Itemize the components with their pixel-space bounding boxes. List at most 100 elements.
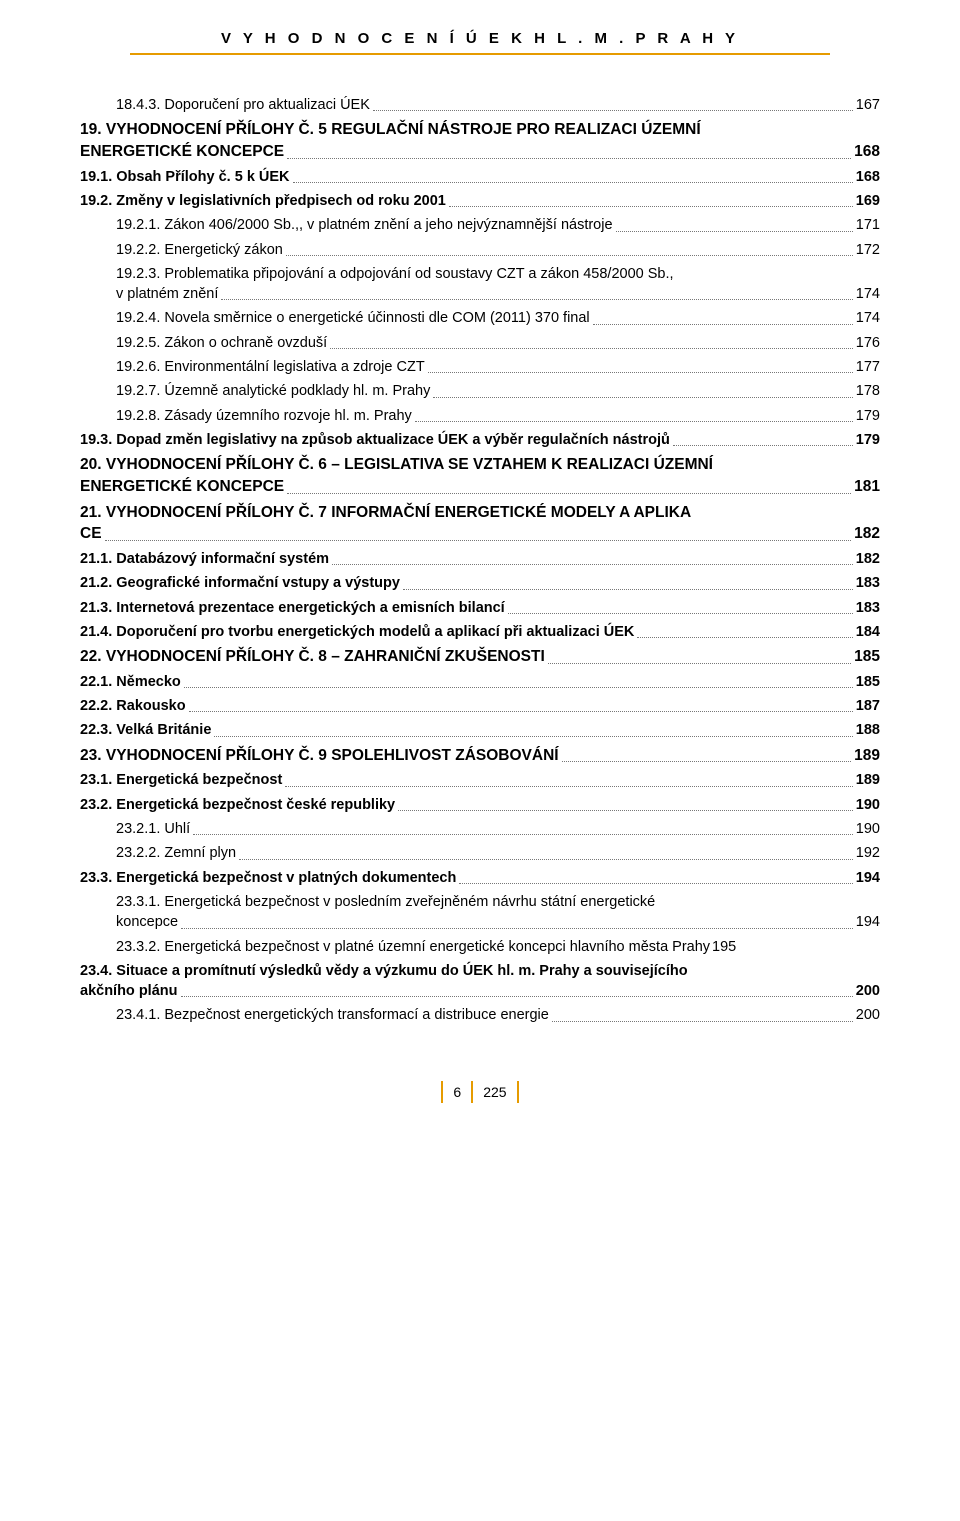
toc-entry-label: 21. VYHODNOCENÍ PŘÍLOHY Č. 7 INFORMAČNÍ … xyxy=(80,502,880,524)
toc-entry: 23.4. Situace a promítnutí výsledků vědy… xyxy=(80,961,880,1002)
toc-entry-page: 178 xyxy=(856,381,880,401)
leader-dots xyxy=(673,445,853,446)
toc-entry-page: 177 xyxy=(856,357,880,377)
toc-entry-page: 174 xyxy=(856,308,880,328)
toc-entry-page: 179 xyxy=(856,406,880,426)
toc-entry: 21.2. Geografické informační vstupy a vý… xyxy=(80,573,880,593)
toc-entry-label: 19.2.3. Problematika připojování a odpoj… xyxy=(116,264,880,284)
footer-page-box: 6 225 xyxy=(441,1081,518,1103)
page-footer: 6 225 xyxy=(80,1081,880,1103)
leader-dots xyxy=(637,637,852,638)
toc-entry: 19.2.5. Zákon o ochraně ovzduší 176 xyxy=(116,333,880,353)
toc-entry-label: 21.1. Databázový informační systém xyxy=(80,549,329,569)
toc-entry-page: 185 xyxy=(854,646,880,668)
toc-entry-page: 195 xyxy=(712,937,736,957)
toc-entry-page: 190 xyxy=(856,795,880,815)
leader-dots xyxy=(332,564,853,565)
toc-entry-page: 189 xyxy=(854,745,880,767)
document-page: V Y H O D N O C E N Í Ú E K H L . M . P … xyxy=(0,0,960,1123)
toc-entry-page: 171 xyxy=(856,215,880,235)
toc-entry-label: 19.2.2. Energetický zákon xyxy=(116,240,283,260)
toc-entry: 21.3. Internetová prezentace energetický… xyxy=(80,598,880,618)
leader-dots xyxy=(193,834,853,835)
toc-entry-label: 23.3.2. Energetická bezpečnost v platné … xyxy=(116,937,710,957)
toc-entry-label: 19.3. Dopad změn legislativy na způsob a… xyxy=(80,430,670,450)
footer-page-total: 225 xyxy=(473,1081,516,1103)
toc-entry-page: 174 xyxy=(856,284,880,304)
toc-entry-label: 21.4. Doporučení pro tvorbu energetickýc… xyxy=(80,622,634,642)
leader-dots xyxy=(373,110,853,111)
toc-entry-label: 21.3. Internetová prezentace energetický… xyxy=(80,598,505,618)
toc-entry-label: 23.1. Energetická bezpečnost xyxy=(80,770,282,790)
toc-entry: 23. VYHODNOCENÍ PŘÍLOHY Č. 9 SPOLEHLIVOS… xyxy=(80,745,880,767)
toc-entry-label: 19.1. Obsah Přílohy č. 5 k ÚEK xyxy=(80,167,290,187)
toc-entry-page: 183 xyxy=(856,598,880,618)
toc-entry-label-cont: ENERGETICKÉ KONCEPCE xyxy=(80,141,284,163)
toc-entry-page: 192 xyxy=(856,843,880,863)
toc-entry: 19.1. Obsah Přílohy č. 5 k ÚEK 168 xyxy=(80,167,880,187)
toc-entry: 19.2.8. Zásady územního rozvoje hl. m. P… xyxy=(116,406,880,426)
toc-entry-label-cont: akčního plánu xyxy=(80,981,178,1001)
leader-dots xyxy=(221,299,852,300)
toc-entry-page: 184 xyxy=(856,622,880,642)
leader-dots xyxy=(428,372,853,373)
toc-entry-label: 19.2.8. Zásady územního rozvoje hl. m. P… xyxy=(116,406,412,426)
toc-entry: 23.2.2. Zemní plyn 192 xyxy=(116,843,880,863)
leader-dots xyxy=(562,761,852,762)
toc-entry: 23.2. Energetická bezpečnost české repub… xyxy=(80,795,880,815)
toc-entry-page: 181 xyxy=(854,476,880,498)
toc-entry-page: 194 xyxy=(856,868,880,888)
toc-entry-page: 169 xyxy=(856,191,880,211)
toc-entry-label: 19.2.6. Environmentální legislativa a zd… xyxy=(116,357,425,377)
toc-entry-page: 168 xyxy=(854,141,880,163)
table-of-contents: 18.4.3. Doporučení pro aktualizaci ÚEK 16… xyxy=(80,95,880,1026)
toc-entry-label: 19.2.7. Územně analytické podklady hl. m… xyxy=(116,381,430,401)
leader-dots xyxy=(293,182,853,183)
leader-dots xyxy=(181,996,853,997)
toc-entry-label: 23.4.1. Bezpečnost energetických transfo… xyxy=(116,1005,549,1025)
toc-entry-label: 18.4.3. Doporučení pro aktualizaci ÚEK xyxy=(116,95,370,115)
leader-dots xyxy=(449,206,853,207)
toc-entry: 20. VYHODNOCENÍ PŘÍLOHY Č. 6 – LEGISLATI… xyxy=(80,454,880,497)
toc-entry: 19.2.3. Problematika připojování a odpoj… xyxy=(116,264,880,305)
toc-entry-label-cont: koncepce xyxy=(116,912,178,932)
toc-entry-label-cont: ENERGETICKÉ KONCEPCE xyxy=(80,476,284,498)
leader-dots xyxy=(459,883,852,884)
toc-entry-page: 187 xyxy=(856,696,880,716)
leader-dots xyxy=(285,786,853,787)
toc-entry: 19.2.7. Územně analytické podklady hl. m… xyxy=(116,381,880,401)
toc-entry-page: 183 xyxy=(856,573,880,593)
toc-entry: 23.3. Energetická bezpečnost v platných … xyxy=(80,868,880,888)
leader-dots xyxy=(508,613,853,614)
toc-entry-label: 19.2.5. Zákon o ochraně ovzduší xyxy=(116,333,327,353)
toc-entry-label: 23.2. Energetická bezpečnost české repub… xyxy=(80,795,395,815)
toc-entry-label: 23.2.2. Zemní plyn xyxy=(116,843,236,863)
leader-dots xyxy=(330,348,853,349)
toc-entry-page: 179 xyxy=(856,430,880,450)
toc-entry-page: 168 xyxy=(856,167,880,187)
toc-entry-page: 190 xyxy=(856,819,880,839)
leader-dots xyxy=(184,687,853,688)
toc-entry: 23.2.1. Uhlí 190 xyxy=(116,819,880,839)
toc-entry-label: 19.2. Změny v legislativních předpisech … xyxy=(80,191,446,211)
leader-dots xyxy=(415,421,853,422)
toc-entry-label: 22.2. Rakousko xyxy=(80,696,186,716)
toc-entry-label: 23.2.1. Uhlí xyxy=(116,819,190,839)
page-header-title: V Y H O D N O C E N Í Ú E K H L . M . P … xyxy=(80,30,880,47)
toc-entry: 23.3.1. Energetická bezpečnost v posledn… xyxy=(116,892,880,933)
leader-dots xyxy=(548,663,851,664)
toc-entry-label: 21.2. Geografické informační vstupy a vý… xyxy=(80,573,400,593)
toc-entry-page: 185 xyxy=(856,672,880,692)
footer-page-current: 6 xyxy=(443,1081,471,1103)
toc-entry: 21.1. Databázový informační systém182 xyxy=(80,549,880,569)
toc-entry: 21.4. Doporučení pro tvorbu energetickýc… xyxy=(80,622,880,642)
leader-dots xyxy=(286,255,853,256)
toc-entry: 22.1. Německo185 xyxy=(80,672,880,692)
toc-entry: 19.2.6. Environmentální legislativa a zd… xyxy=(116,357,880,377)
toc-entry: 19.3. Dopad změn legislativy na způsob a… xyxy=(80,430,880,450)
header-rule xyxy=(130,53,830,55)
leader-dots xyxy=(433,397,852,398)
toc-entry-page: 189 xyxy=(856,770,880,790)
toc-entry-page: 176 xyxy=(856,333,880,353)
leader-dots xyxy=(287,493,851,494)
